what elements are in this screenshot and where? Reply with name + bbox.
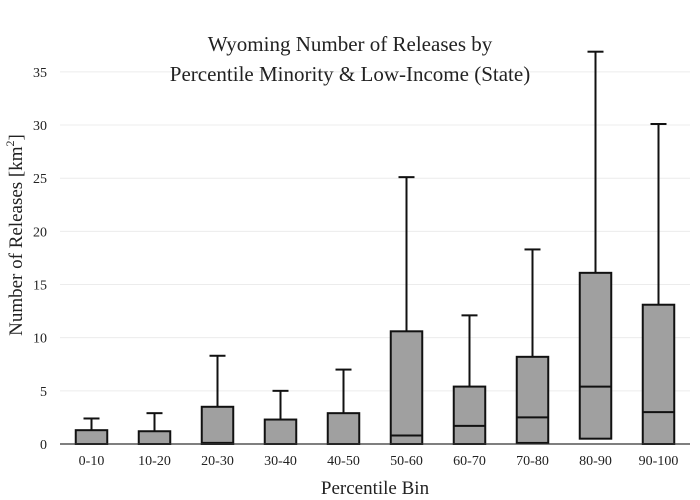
box-90-100	[641, 122, 676, 445]
y-tick-label: 15	[33, 279, 47, 294]
chart-title-line-2: Percentile Minority & Low-Income (State)	[170, 62, 530, 86]
x-tick-labels: 0-10 10-20 20-30 30-40 40-50 50-60 60-70 70-80 8…	[79, 454, 679, 469]
y-tick-label: 0	[40, 438, 47, 453]
y-axis-title-main: Number of Releases [km	[6, 146, 27, 336]
y-axis-title-end: ]	[6, 134, 27, 140]
box-20-30	[200, 354, 235, 445]
box-60-70	[452, 314, 487, 446]
box-series	[74, 50, 676, 446]
y-tick-label: 25	[33, 172, 47, 187]
x-axis-title: Percentile Bin	[321, 478, 430, 499]
x-tick-label: 90-100	[639, 454, 679, 469]
iqr-box	[578, 271, 613, 440]
box-10-20	[137, 412, 172, 445]
iqr-box	[263, 418, 298, 445]
x-tick-label: 10-20	[138, 454, 171, 469]
y-axis-title: Number of Releases [km2]	[3, 134, 27, 336]
y-tick-label: 35	[33, 66, 47, 81]
box-30-40	[263, 389, 298, 445]
gridlines	[60, 71, 690, 392]
iqr-box	[74, 429, 109, 446]
iqr-box	[452, 385, 487, 446]
box-0-10	[74, 417, 109, 446]
x-tick-label: 50-60	[390, 454, 423, 469]
y-axis-title-superscript: 2	[3, 140, 17, 146]
iqr-box	[515, 355, 550, 444]
box-40-50	[326, 368, 361, 446]
iqr-box	[326, 412, 361, 446]
iqr-box	[137, 430, 172, 445]
y-tick-label: 30	[33, 119, 47, 134]
iqr-box	[641, 303, 676, 445]
box-50-60	[389, 176, 424, 446]
y-tick-label: 20	[33, 225, 47, 240]
x-tick-label: 80-90	[579, 454, 612, 469]
x-tick-label: 0-10	[79, 454, 105, 469]
x-tick-label: 40-50	[327, 454, 360, 469]
chart-title-line-1: Wyoming Number of Releases by	[208, 32, 493, 56]
iqr-box	[200, 405, 235, 445]
box-80-90	[578, 50, 613, 440]
iqr-box	[389, 330, 424, 446]
y-tick-labels: 0 5 10 15 20 25 30 35	[33, 66, 47, 453]
x-tick-label: 30-40	[264, 454, 297, 469]
y-tick-label: 5	[40, 385, 47, 400]
y-tick-label: 10	[33, 332, 47, 347]
x-tick-label: 20-30	[201, 454, 234, 469]
x-tick-label: 70-80	[516, 454, 549, 469]
x-tick-label: 60-70	[453, 454, 486, 469]
box-70-80	[515, 248, 550, 444]
